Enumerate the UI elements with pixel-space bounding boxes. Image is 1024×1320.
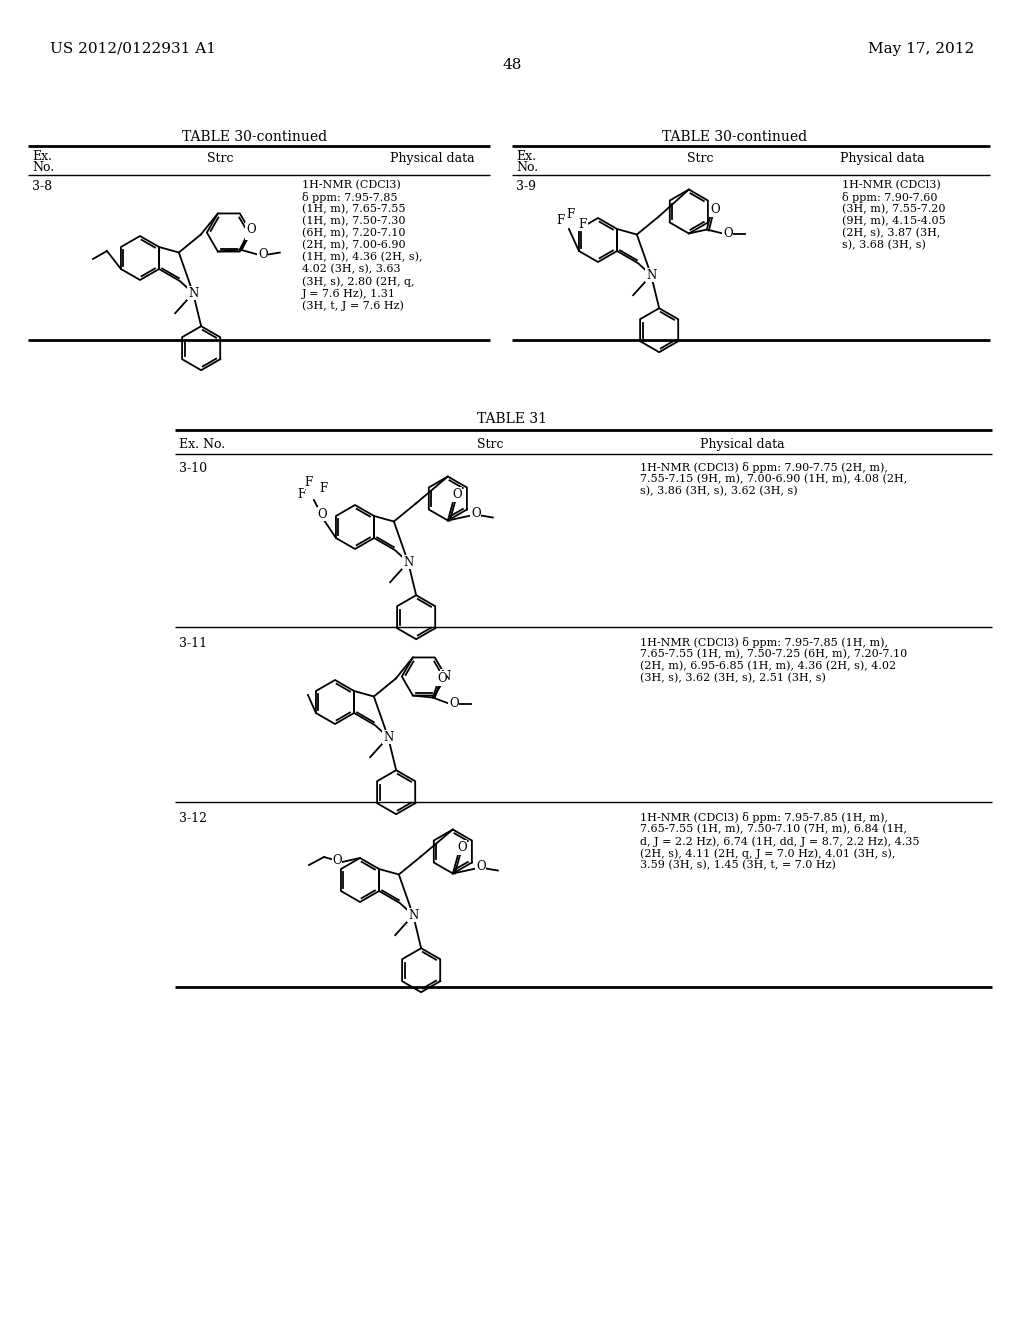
Text: Physical data: Physical data (390, 152, 475, 165)
Text: F: F (567, 209, 575, 222)
Text: N: N (383, 731, 393, 743)
Text: May 17, 2012: May 17, 2012 (867, 42, 974, 55)
Text: 48: 48 (503, 58, 521, 73)
Text: 1H-NMR (CDCl3) δ ppm: 7.95-7.85 (1H, m),: 1H-NMR (CDCl3) δ ppm: 7.95-7.85 (1H, m), (640, 812, 888, 822)
Text: F: F (579, 218, 587, 231)
Text: Strc: Strc (477, 438, 503, 451)
Text: d, J = 2.2 Hz), 6.74 (1H, dd, J = 8.7, 2.2 Hz), 4.35: d, J = 2.2 Hz), 6.74 (1H, dd, J = 8.7, 2… (640, 836, 920, 846)
Text: O: O (450, 697, 459, 710)
Text: s), 3.68 (3H, s): s), 3.68 (3H, s) (842, 240, 926, 251)
Text: 3-11: 3-11 (179, 638, 207, 649)
Text: 3.59 (3H, s), 1.45 (3H, t, = 7.0 Hz): 3.59 (3H, s), 1.45 (3H, t, = 7.0 Hz) (640, 861, 836, 870)
Text: 7.55-7.15 (9H, m), 7.00-6.90 (1H, m), 4.08 (2H,: 7.55-7.15 (9H, m), 7.00-6.90 (1H, m), 4.… (640, 474, 907, 484)
Text: O: O (258, 248, 267, 261)
Text: Ex. No.: Ex. No. (179, 438, 225, 451)
Text: Strc: Strc (207, 152, 233, 165)
Text: O: O (710, 203, 720, 216)
Text: F: F (319, 482, 328, 495)
Text: O: O (723, 227, 732, 240)
Text: (3H, s), 2.80 (2H, q,: (3H, s), 2.80 (2H, q, (302, 276, 415, 286)
Text: TABLE 31: TABLE 31 (477, 412, 547, 426)
Text: Ex.: Ex. (32, 150, 52, 162)
Text: (2H, s), 4.11 (2H, q, J = 7.0 Hz), 4.01 (3H, s),: (2H, s), 4.11 (2H, q, J = 7.0 Hz), 4.01 … (640, 847, 895, 858)
Text: 7.65-7.55 (1H, m), 7.50-7.25 (6H, m), 7.20-7.10: 7.65-7.55 (1H, m), 7.50-7.25 (6H, m), 7.… (640, 649, 907, 660)
Text: 3-10: 3-10 (179, 462, 207, 475)
Text: F: F (305, 475, 313, 488)
Text: 1H-NMR (CDCl3): 1H-NMR (CDCl3) (302, 180, 400, 190)
Text: Physical data: Physical data (700, 438, 784, 451)
Text: O: O (317, 507, 327, 520)
Text: O: O (332, 854, 342, 866)
Text: (6H, m), 7.20-7.10: (6H, m), 7.20-7.10 (302, 228, 406, 239)
Text: 3-12: 3-12 (179, 812, 207, 825)
Text: δ ppm: 7.95-7.85: δ ppm: 7.95-7.85 (302, 191, 397, 203)
Text: US 2012/0122931 A1: US 2012/0122931 A1 (50, 42, 216, 55)
Text: (1H, m), 4.36 (2H, s),: (1H, m), 4.36 (2H, s), (302, 252, 423, 263)
Text: O: O (476, 861, 485, 873)
Text: N: N (646, 269, 656, 281)
Text: (3H, s), 3.62 (3H, s), 2.51 (3H, s): (3H, s), 3.62 (3H, s), 2.51 (3H, s) (640, 673, 826, 684)
Text: N: N (408, 908, 418, 921)
Text: J = 7.6 Hz), 1.31: J = 7.6 Hz), 1.31 (302, 288, 396, 298)
Text: TABLE 30-continued: TABLE 30-continued (663, 129, 808, 144)
Text: No.: No. (516, 161, 539, 174)
Text: N: N (246, 226, 256, 239)
Text: Strc: Strc (687, 152, 714, 165)
Text: (3H, t, J = 7.6 Hz): (3H, t, J = 7.6 Hz) (302, 300, 403, 310)
Text: (1H, m), 7.65-7.55: (1H, m), 7.65-7.55 (302, 205, 406, 214)
Text: 4.02 (3H, s), 3.63: 4.02 (3H, s), 3.63 (302, 264, 400, 275)
Text: Physical data: Physical data (840, 152, 925, 165)
Text: (2H, s), 3.87 (3H,: (2H, s), 3.87 (3H, (842, 228, 940, 239)
Text: F: F (298, 488, 306, 502)
Text: O: O (452, 488, 462, 502)
Text: δ ppm: 7.90-7.60: δ ppm: 7.90-7.60 (842, 191, 938, 203)
Text: F: F (557, 214, 565, 227)
Text: N: N (188, 286, 199, 300)
Text: s), 3.86 (3H, s), 3.62 (3H, s): s), 3.86 (3H, s), 3.62 (3H, s) (640, 486, 798, 496)
Text: O: O (471, 507, 480, 520)
Text: TABLE 30-continued: TABLE 30-continued (182, 129, 328, 144)
Text: N: N (403, 556, 414, 569)
Text: 1H-NMR (CDCl3): 1H-NMR (CDCl3) (842, 180, 941, 190)
Text: (1H, m), 7.50-7.30: (1H, m), 7.50-7.30 (302, 216, 406, 226)
Text: (2H, m), 6.95-6.85 (1H, m), 4.36 (2H, s), 4.02: (2H, m), 6.95-6.85 (1H, m), 4.36 (2H, s)… (640, 661, 896, 672)
Text: (9H, m), 4.15-4.05: (9H, m), 4.15-4.05 (842, 216, 946, 226)
Text: (2H, m), 7.00-6.90: (2H, m), 7.00-6.90 (302, 240, 406, 251)
Text: 1H-NMR (CDCl3) δ ppm: 7.90-7.75 (2H, m),: 1H-NMR (CDCl3) δ ppm: 7.90-7.75 (2H, m), (640, 462, 888, 473)
Text: 3-9: 3-9 (516, 180, 536, 193)
Text: O: O (437, 672, 446, 685)
Text: O: O (246, 223, 256, 236)
Text: 1H-NMR (CDCl3) δ ppm: 7.95-7.85 (1H, m),: 1H-NMR (CDCl3) δ ppm: 7.95-7.85 (1H, m), (640, 638, 888, 648)
Text: No.: No. (32, 161, 54, 174)
Text: 7.65-7.55 (1H, m), 7.50-7.10 (7H, m), 6.84 (1H,: 7.65-7.55 (1H, m), 7.50-7.10 (7H, m), 6.… (640, 824, 907, 834)
Text: O: O (457, 841, 467, 854)
Text: (3H, m), 7.55-7.20: (3H, m), 7.55-7.20 (842, 205, 945, 214)
Text: 3-8: 3-8 (32, 180, 52, 193)
Text: Ex.: Ex. (516, 150, 536, 162)
Text: N: N (440, 671, 451, 682)
